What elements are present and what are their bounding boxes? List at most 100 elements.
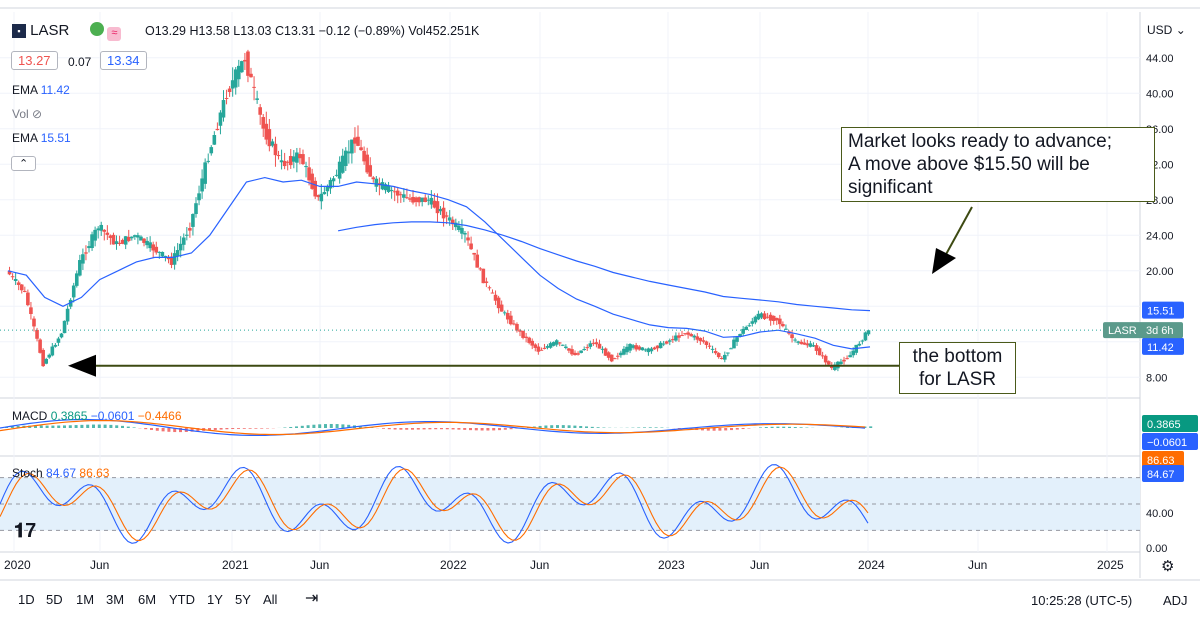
candle-body xyxy=(169,256,174,265)
macd-tag-1-bg xyxy=(1142,415,1198,432)
eye-hidden-icon[interactable]: ⊘ xyxy=(32,107,43,121)
candle-body xyxy=(805,343,810,346)
range-button-all[interactable]: All xyxy=(263,592,278,607)
candle-body xyxy=(417,197,421,203)
candles-group xyxy=(7,49,871,372)
macd-bar xyxy=(579,425,583,428)
adj-toggle[interactable]: ADJ xyxy=(1163,593,1188,608)
candle-body xyxy=(353,137,357,144)
symbol-name: LASR xyxy=(30,22,70,39)
date-range-icon[interactable]: ⇥ xyxy=(305,590,319,607)
ema-slow-legend[interactable]: EMA 15.51 xyxy=(12,131,71,145)
vol-legend[interactable]: Vol ⊘ xyxy=(12,107,42,121)
candle-body xyxy=(350,139,354,154)
ema-fast-tag-bg xyxy=(1142,337,1184,355)
candle-body xyxy=(820,355,825,357)
price-tag-bg xyxy=(1103,322,1183,339)
candle-body xyxy=(236,65,241,80)
candle-body xyxy=(13,278,18,282)
time-tick-label: 2024 xyxy=(858,558,885,572)
candle-body xyxy=(524,336,528,338)
candle-body xyxy=(564,346,568,348)
candle-body xyxy=(29,307,33,315)
ema-fast-legend[interactable]: EMA 11.42 xyxy=(12,83,70,97)
candle-body xyxy=(59,333,64,338)
candle-body xyxy=(536,346,541,352)
range-button-1y[interactable]: 1Y xyxy=(207,592,223,607)
macd-bar xyxy=(480,428,484,431)
candle-body xyxy=(316,194,321,198)
candle-body xyxy=(512,323,516,325)
range-button-ytd[interactable]: YTD xyxy=(169,592,195,607)
macd-bar xyxy=(422,428,426,430)
macd-bar xyxy=(196,428,200,432)
candle-body xyxy=(74,273,79,286)
range-button-6m[interactable]: 6M xyxy=(138,592,157,607)
macd-bar xyxy=(254,428,258,429)
candle-body xyxy=(383,184,388,191)
candle-body xyxy=(680,335,684,337)
candle-body xyxy=(447,217,452,221)
candle-body xyxy=(454,222,458,228)
candle-body xyxy=(658,342,663,349)
candle-body xyxy=(723,354,727,360)
macd-tag-1: 0.3865 xyxy=(1147,419,1181,431)
candle-body xyxy=(774,317,779,321)
stoch-d-tag: 86.63 xyxy=(1147,455,1175,467)
range-button-5d[interactable]: 5D xyxy=(46,592,63,607)
wave-icon[interactable]: ≈ xyxy=(107,27,122,41)
bid-price[interactable]: 13.27 xyxy=(11,51,58,70)
macd-bar xyxy=(155,428,159,431)
candle-body xyxy=(747,325,752,327)
macd-bar xyxy=(399,428,403,430)
ema-fast-value: 11.42 xyxy=(40,83,70,97)
macd-bar xyxy=(324,424,327,428)
candle-body xyxy=(68,299,73,307)
settings-gear-icon[interactable]: ⚙ xyxy=(1161,558,1175,575)
macd-bar xyxy=(358,426,362,428)
candle-body xyxy=(866,330,871,335)
macd-bar xyxy=(776,426,780,428)
macd-bar xyxy=(411,428,414,430)
candle-body xyxy=(616,355,620,357)
macd-bar xyxy=(428,428,432,430)
range-button-5y[interactable]: 5Y xyxy=(235,592,251,607)
candle-body xyxy=(395,190,400,196)
candle-body xyxy=(16,282,21,285)
candle-body xyxy=(273,143,278,156)
macd-bar xyxy=(498,428,501,431)
macd-legend[interactable]: MACD 0.3865 −0.0601 −0.4466 xyxy=(12,409,182,423)
candle-body xyxy=(643,349,648,351)
collapse-legend-button[interactable]: ⌃ xyxy=(11,156,37,171)
candle-body xyxy=(533,344,538,348)
currency-selector[interactable]: USD ⌄ xyxy=(1147,23,1186,37)
ask-price[interactable]: 13.34 xyxy=(100,51,147,70)
compare-icons[interactable]: ≈ xyxy=(90,22,122,41)
candle-body xyxy=(26,292,30,306)
candle-body xyxy=(343,150,348,167)
time-tick-label: 2021 xyxy=(222,558,249,572)
symbol-title: ▪ LASR xyxy=(12,22,69,39)
candle-body xyxy=(686,332,690,335)
candle-body xyxy=(778,318,782,325)
range-button-1m[interactable]: 1M xyxy=(76,592,95,607)
candle-body xyxy=(692,335,697,338)
candle-body xyxy=(19,284,24,291)
clock[interactable]: 10:25:28 (UTC-5) xyxy=(1031,593,1133,608)
candle-body xyxy=(548,343,553,348)
candle-body xyxy=(634,345,638,350)
candle-body xyxy=(356,136,360,146)
range-button-3m[interactable]: 3M xyxy=(106,592,125,607)
candle-body xyxy=(136,235,140,238)
eye-dot-icon[interactable] xyxy=(90,22,104,36)
candle-body xyxy=(625,346,629,353)
candle-body xyxy=(365,154,369,173)
candle-body xyxy=(304,166,308,168)
stoch-legend[interactable]: Stoch 84.67 86.63 xyxy=(12,466,109,480)
candle-body xyxy=(160,251,165,257)
macd-bar xyxy=(161,428,165,432)
candle-body xyxy=(117,242,122,244)
macd-bar xyxy=(289,426,293,428)
range-button-1d[interactable]: 1D xyxy=(18,592,35,607)
